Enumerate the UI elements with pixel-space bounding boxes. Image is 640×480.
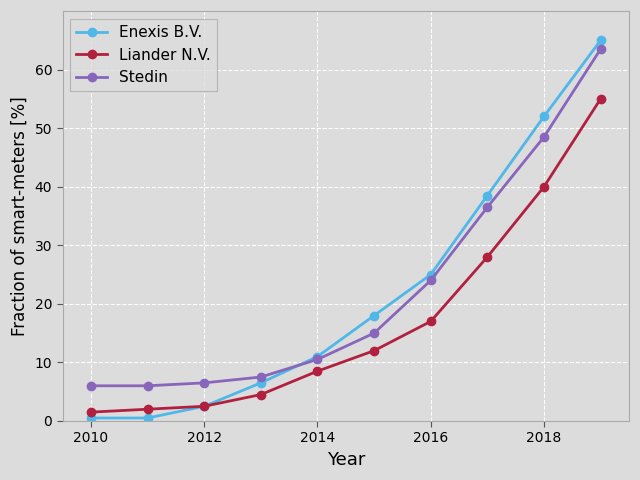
Enexis B.V. xyxy=(540,114,548,120)
Liander N.V. xyxy=(427,319,435,324)
Stedin xyxy=(144,383,152,389)
Line: Stedin: Stedin xyxy=(87,45,605,390)
Line: Enexis B.V.: Enexis B.V. xyxy=(87,36,605,422)
Stedin xyxy=(314,357,321,362)
Stedin xyxy=(483,204,491,210)
Enexis B.V. xyxy=(314,354,321,360)
Liander N.V. xyxy=(540,184,548,190)
X-axis label: Year: Year xyxy=(326,451,365,469)
Stedin xyxy=(427,277,435,283)
Liander N.V. xyxy=(596,96,604,102)
Stedin xyxy=(540,134,548,140)
Liander N.V. xyxy=(371,348,378,354)
Line: Liander N.V.: Liander N.V. xyxy=(87,95,605,416)
Enexis B.V. xyxy=(257,380,265,386)
Stedin xyxy=(596,46,604,52)
Stedin xyxy=(371,330,378,336)
Liander N.V. xyxy=(200,403,208,409)
Enexis B.V. xyxy=(144,415,152,421)
Liander N.V. xyxy=(314,368,321,374)
Stedin xyxy=(257,374,265,380)
Liander N.V. xyxy=(257,392,265,397)
Enexis B.V. xyxy=(371,312,378,318)
Liander N.V. xyxy=(144,407,152,412)
Stedin xyxy=(200,380,208,386)
Y-axis label: Fraction of smart-meters [%]: Fraction of smart-meters [%] xyxy=(11,96,29,336)
Liander N.V. xyxy=(87,409,95,415)
Liander N.V. xyxy=(483,254,491,260)
Legend: Enexis B.V., Liander N.V., Stedin: Enexis B.V., Liander N.V., Stedin xyxy=(70,19,217,91)
Stedin xyxy=(87,383,95,389)
Enexis B.V. xyxy=(483,192,491,198)
Enexis B.V. xyxy=(427,272,435,277)
Enexis B.V. xyxy=(596,37,604,43)
Enexis B.V. xyxy=(200,403,208,409)
Enexis B.V. xyxy=(87,415,95,421)
